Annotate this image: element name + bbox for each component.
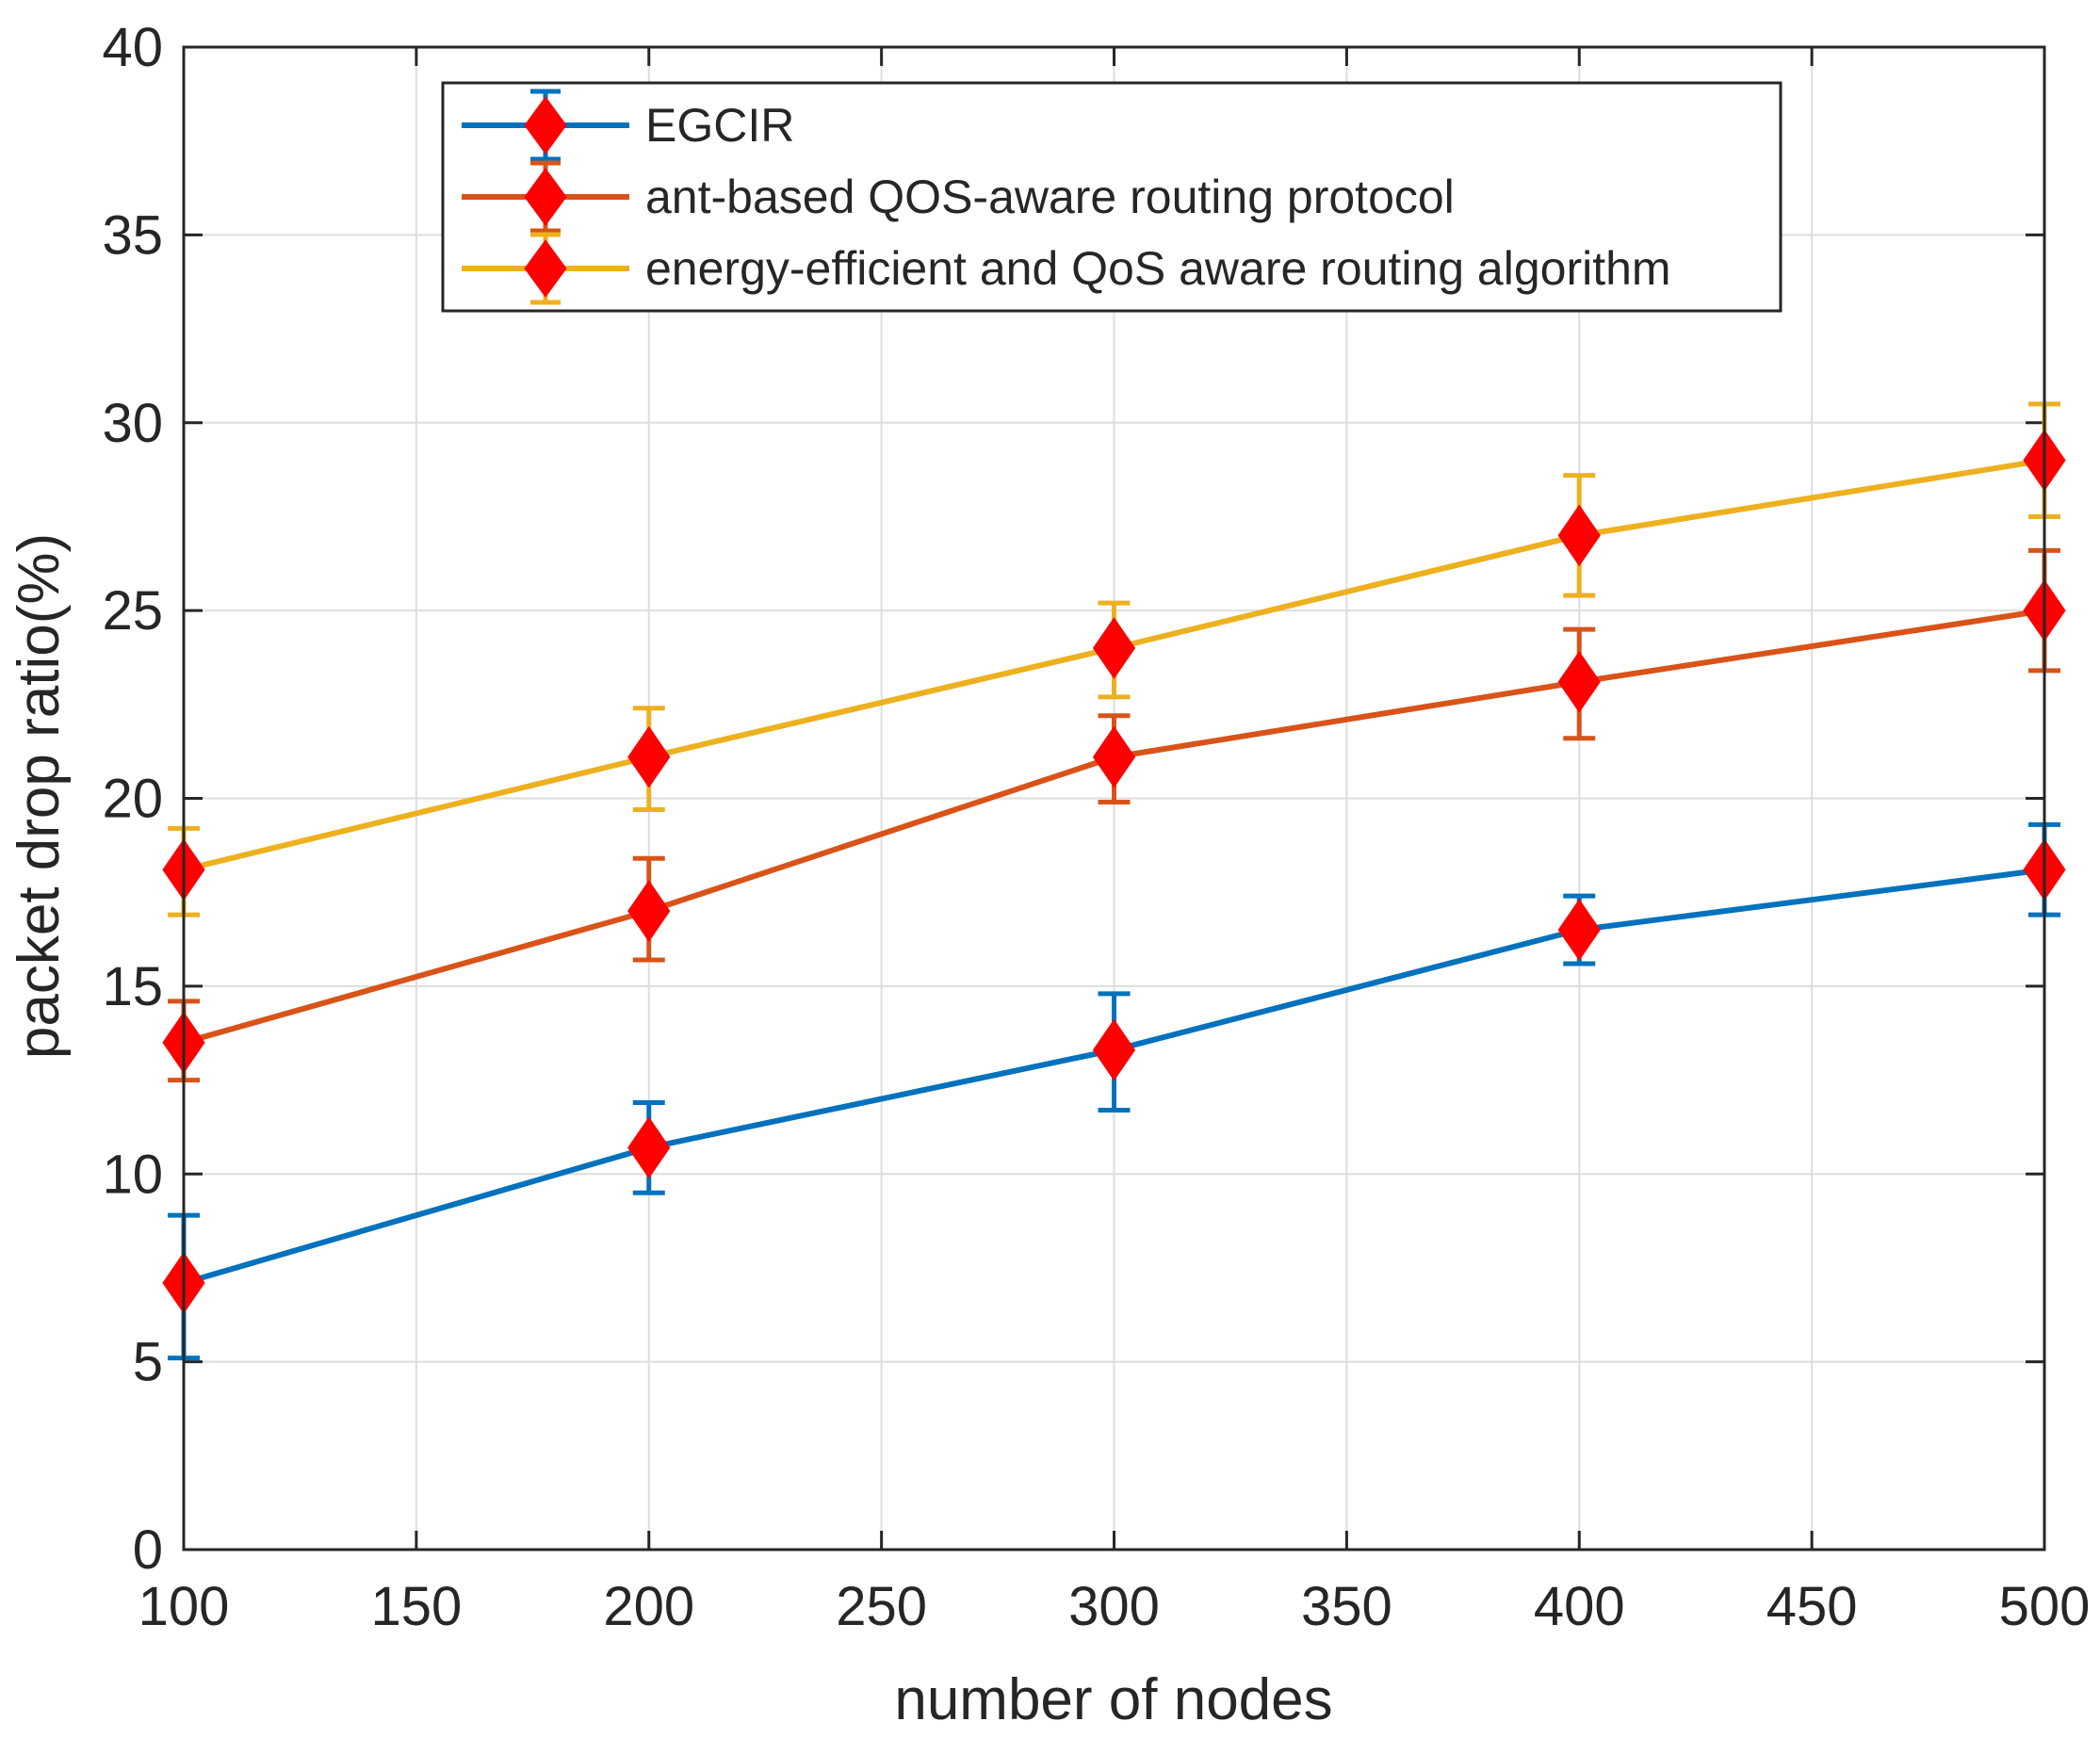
series-0 bbox=[162, 821, 2066, 1361]
legend-item-2: energy-efficient and QoS aware routing a… bbox=[462, 232, 1671, 305]
data-point-marker bbox=[1092, 1018, 1136, 1081]
x-tick-label: 500 bbox=[1999, 1576, 2091, 1637]
x-tick-label: 300 bbox=[1068, 1576, 1160, 1637]
x-tick-label: 400 bbox=[1534, 1576, 1625, 1637]
y-tick-label: 5 bbox=[133, 1332, 163, 1393]
y-axis-title: packet drop ratio(%) bbox=[7, 533, 72, 1059]
x-tick-label: 200 bbox=[603, 1576, 694, 1637]
x-tick-label: 350 bbox=[1301, 1576, 1392, 1637]
legend-marker bbox=[524, 168, 567, 226]
legend-item-0: EGCIR bbox=[462, 89, 794, 162]
legend-label: energy-efficient and QoS aware routing a… bbox=[645, 242, 1671, 295]
x-tick-label: 150 bbox=[370, 1576, 462, 1637]
data-point-marker bbox=[627, 725, 671, 788]
data-point-marker bbox=[1092, 617, 1136, 679]
data-point-marker bbox=[1557, 651, 1601, 713]
y-tick-label: 10 bbox=[102, 1144, 163, 1205]
x-axis-title: number of nodes bbox=[894, 1667, 1332, 1732]
y-tick-label: 20 bbox=[102, 769, 163, 830]
data-point-marker bbox=[1557, 899, 1601, 961]
legend-marker bbox=[524, 96, 567, 154]
y-tick-label: 40 bbox=[102, 17, 163, 78]
plot-frame bbox=[182, 45, 2046, 1551]
y-tick-label: 25 bbox=[102, 580, 163, 642]
data-point-marker bbox=[627, 1116, 671, 1179]
legend-label: EGCIR bbox=[645, 99, 794, 152]
x-tick-label: 250 bbox=[836, 1576, 927, 1637]
data-point-marker bbox=[1557, 504, 1601, 567]
y-tick-label: 0 bbox=[133, 1519, 163, 1581]
legend: EGCIR ant-based QOS-aware routing protoco… bbox=[441, 81, 1783, 313]
data-point-marker bbox=[1092, 725, 1136, 788]
y-tick-label: 15 bbox=[102, 956, 163, 1017]
legend-marker bbox=[524, 239, 567, 298]
data-point-marker bbox=[627, 880, 671, 943]
tick-labels: 100 150 200 250 300 350 400 450 500 0 5 10 15 20 25 30 3… bbox=[102, 17, 2090, 1637]
x-tick-label: 100 bbox=[138, 1576, 230, 1637]
x-tick-label: 450 bbox=[1766, 1576, 1858, 1637]
legend-item-1: ant-based QOS-aware routing protocol bbox=[462, 160, 1455, 234]
y-tick-label: 35 bbox=[102, 204, 163, 266]
legend-label: ant-based QOS-aware routing protocol bbox=[645, 171, 1455, 223]
legend-box bbox=[441, 81, 1783, 313]
y-tick-label: 30 bbox=[102, 393, 163, 454]
